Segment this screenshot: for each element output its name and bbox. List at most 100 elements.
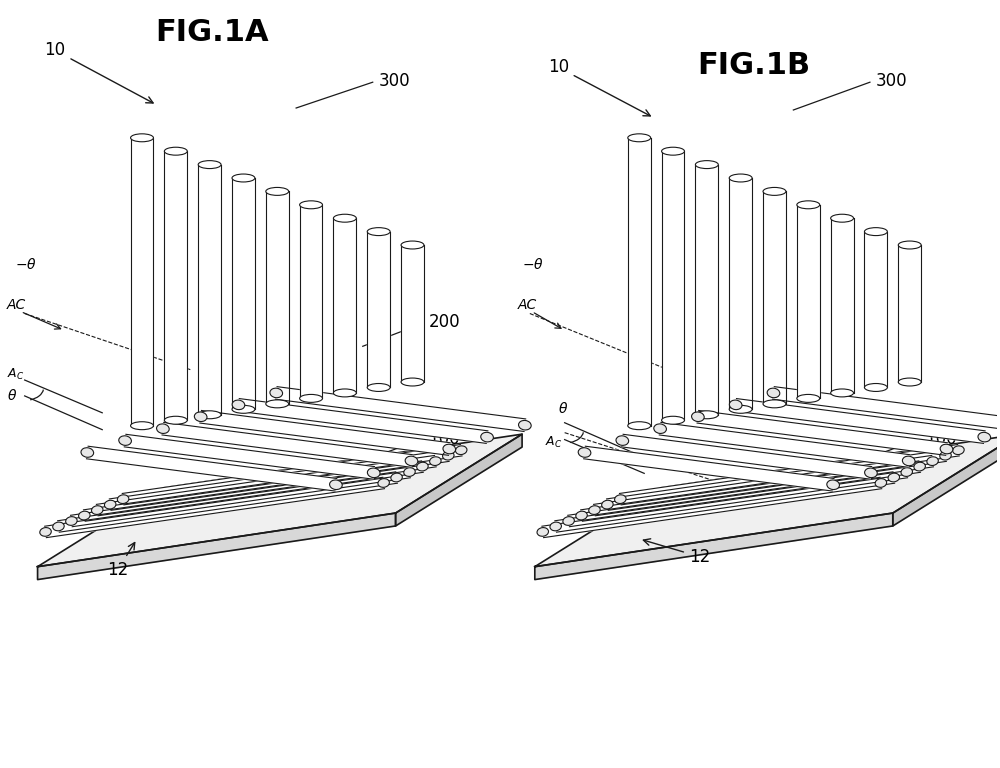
Ellipse shape [443,452,454,460]
Ellipse shape [367,227,390,236]
Ellipse shape [404,468,415,476]
Polygon shape [109,450,449,510]
Ellipse shape [537,528,549,536]
Polygon shape [83,461,423,521]
Ellipse shape [767,388,780,398]
Ellipse shape [978,432,991,442]
Ellipse shape [131,422,153,429]
Ellipse shape [865,468,877,478]
Polygon shape [333,218,356,393]
Polygon shape [535,434,1000,567]
Text: $A_C$: $A_C$ [7,367,24,382]
Polygon shape [735,399,985,443]
Polygon shape [164,151,187,420]
Polygon shape [607,450,946,510]
Ellipse shape [443,444,456,454]
Ellipse shape [330,480,342,489]
Ellipse shape [232,400,245,409]
Polygon shape [58,472,397,532]
Polygon shape [396,434,522,526]
Ellipse shape [902,456,915,465]
Ellipse shape [131,134,153,142]
Polygon shape [542,477,882,538]
Ellipse shape [864,383,887,392]
Ellipse shape [66,517,77,525]
Ellipse shape [589,506,600,515]
Text: 200: 200 [428,313,460,332]
Text: $A_C$: $A_C$ [545,435,562,449]
Polygon shape [300,205,322,399]
Ellipse shape [615,495,626,504]
Ellipse shape [550,522,561,531]
Text: AC: AC [7,297,26,312]
Polygon shape [763,191,786,404]
Ellipse shape [729,174,752,182]
Polygon shape [86,446,337,491]
Ellipse shape [616,435,629,445]
Ellipse shape [266,400,289,408]
Polygon shape [367,232,390,388]
Polygon shape [620,445,959,505]
Polygon shape [864,232,887,388]
Polygon shape [162,422,412,467]
Ellipse shape [164,416,187,424]
Polygon shape [594,455,933,516]
Ellipse shape [300,395,322,402]
Polygon shape [581,461,920,521]
Ellipse shape [827,480,839,489]
Ellipse shape [391,473,402,482]
Ellipse shape [378,478,389,488]
Polygon shape [122,445,462,505]
Ellipse shape [232,174,255,182]
Ellipse shape [914,462,925,471]
Ellipse shape [333,389,356,397]
Text: 100: 100 [926,429,957,448]
Text: $-\theta$: $-\theta$ [522,257,544,272]
Ellipse shape [927,457,938,465]
Ellipse shape [602,500,613,509]
Ellipse shape [300,201,322,209]
Ellipse shape [628,134,651,142]
Text: 300: 300 [379,72,410,90]
Polygon shape [729,178,752,409]
Ellipse shape [104,500,116,509]
Polygon shape [131,137,153,425]
Polygon shape [568,466,908,527]
Polygon shape [198,164,221,415]
Text: 300: 300 [876,72,908,90]
Text: 10: 10 [45,41,153,103]
Text: $\theta$: $\theta$ [558,401,568,415]
Polygon shape [555,472,895,532]
Ellipse shape [92,506,103,515]
Ellipse shape [797,395,820,402]
Polygon shape [797,205,820,399]
Polygon shape [535,513,893,580]
Text: 10: 10 [548,58,650,116]
Ellipse shape [270,388,283,398]
Polygon shape [38,434,522,567]
Ellipse shape [79,511,90,520]
Polygon shape [275,386,526,432]
Ellipse shape [405,456,418,465]
Polygon shape [659,422,910,467]
Ellipse shape [198,411,221,419]
Text: 12: 12 [643,539,710,566]
Ellipse shape [455,446,467,455]
Ellipse shape [563,517,574,525]
Polygon shape [96,455,436,516]
Text: 12: 12 [107,542,135,578]
Ellipse shape [695,161,718,168]
Ellipse shape [519,420,531,430]
Polygon shape [266,191,289,404]
Ellipse shape [117,495,129,504]
Polygon shape [584,446,834,491]
Ellipse shape [940,444,953,454]
Ellipse shape [81,448,94,457]
Polygon shape [662,151,684,420]
Ellipse shape [367,468,380,478]
Polygon shape [695,164,718,415]
Ellipse shape [367,383,390,392]
Ellipse shape [417,462,428,471]
Ellipse shape [953,446,964,455]
Polygon shape [621,435,872,479]
